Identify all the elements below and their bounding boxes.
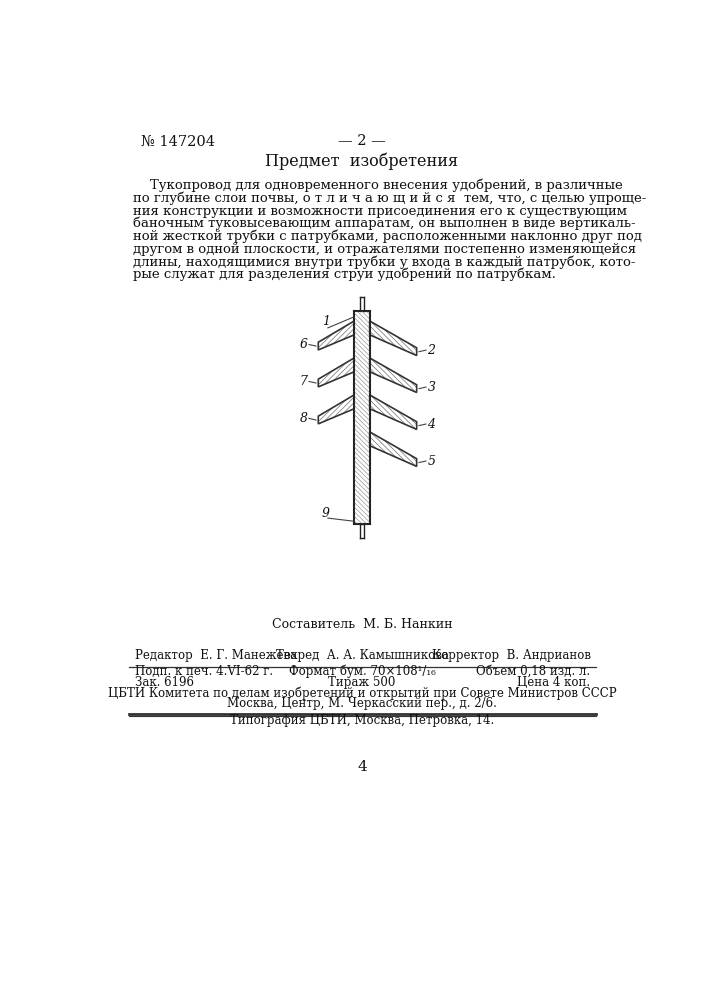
- Text: 4: 4: [428, 418, 436, 431]
- Text: Техред  А. А. Камышникова: Техред А. А. Камышникова: [276, 649, 448, 662]
- Text: другом в одной плоскости, и отражателями постепенно изменяющейся: другом в одной плоскости, и отражателями…: [134, 243, 636, 256]
- Text: — 2 —: — 2 —: [338, 134, 386, 148]
- Text: Редактор  Е. Г. Манежева: Редактор Е. Г. Манежева: [135, 649, 297, 662]
- Text: 7: 7: [300, 375, 308, 388]
- Text: Москва, Центр, М. Черкасский пер., д. 2/6.: Москва, Центр, М. Черкасский пер., д. 2/…: [227, 697, 497, 710]
- Text: Составитель  М. Б. Нанкин: Составитель М. Б. Нанкин: [271, 618, 452, 631]
- Text: 9: 9: [322, 507, 329, 520]
- Text: Предмет  изобретения: Предмет изобретения: [265, 153, 459, 170]
- Text: Тукопровод для одновременного внесения удобрений, в различные: Тукопровод для одновременного внесения у…: [134, 179, 623, 192]
- Text: 2: 2: [428, 344, 436, 357]
- Text: рые служат для разделения струи удобрений по патрубкам.: рые служат для разделения струи удобрени…: [134, 268, 556, 281]
- Text: длины, находящимися внутри трубки у входа в каждый патрубок, кото-: длины, находящимися внутри трубки у вход…: [134, 255, 636, 269]
- Text: 4: 4: [357, 760, 367, 774]
- Text: 3: 3: [428, 381, 436, 394]
- Text: Тираж 500: Тираж 500: [328, 676, 396, 689]
- Text: Объем 0,18 изд. л.: Объем 0,18 изд. л.: [477, 665, 590, 678]
- Text: 8: 8: [300, 412, 308, 425]
- Text: 6: 6: [300, 338, 308, 351]
- Text: по глубине слои почвы, о т л и ч а ю щ и й с я  тем, что, с целью упроще-: по глубине слои почвы, о т л и ч а ю щ и…: [134, 192, 647, 205]
- Text: ЦБТИ Комитета по делам изобретений и открытий при Совете Министров СССР: ЦБТИ Комитета по делам изобретений и отк…: [107, 686, 617, 700]
- Text: Цена 4 коп.: Цена 4 коп.: [518, 676, 590, 689]
- Text: Типография ЦБТИ, Москва, Петровка, 14.: Типография ЦБТИ, Москва, Петровка, 14.: [230, 714, 494, 727]
- Text: Формат бум. 70×108¹/₁₆: Формат бум. 70×108¹/₁₆: [288, 665, 436, 678]
- Text: баночным туковысевающим аппаратам, он выполнен в виде вертикаль-: баночным туковысевающим аппаратам, он вы…: [134, 217, 636, 230]
- Text: 1: 1: [322, 315, 329, 328]
- Text: № 147204: № 147204: [141, 134, 215, 148]
- Text: Корректор  В. Андрианов: Корректор В. Андрианов: [431, 649, 590, 662]
- Text: ния конструкции и возможности присоединения его к существующим: ния конструкции и возможности присоедине…: [134, 205, 627, 218]
- Text: 5: 5: [428, 455, 436, 468]
- Text: Подп. к печ. 4.VI-62 г.: Подп. к печ. 4.VI-62 г.: [135, 665, 273, 678]
- Text: ной жесткой трубки с патрубками, расположенными наклонно друг под: ной жесткой трубки с патрубками, располо…: [134, 230, 642, 243]
- Text: Зак. 6196: Зак. 6196: [135, 676, 194, 689]
